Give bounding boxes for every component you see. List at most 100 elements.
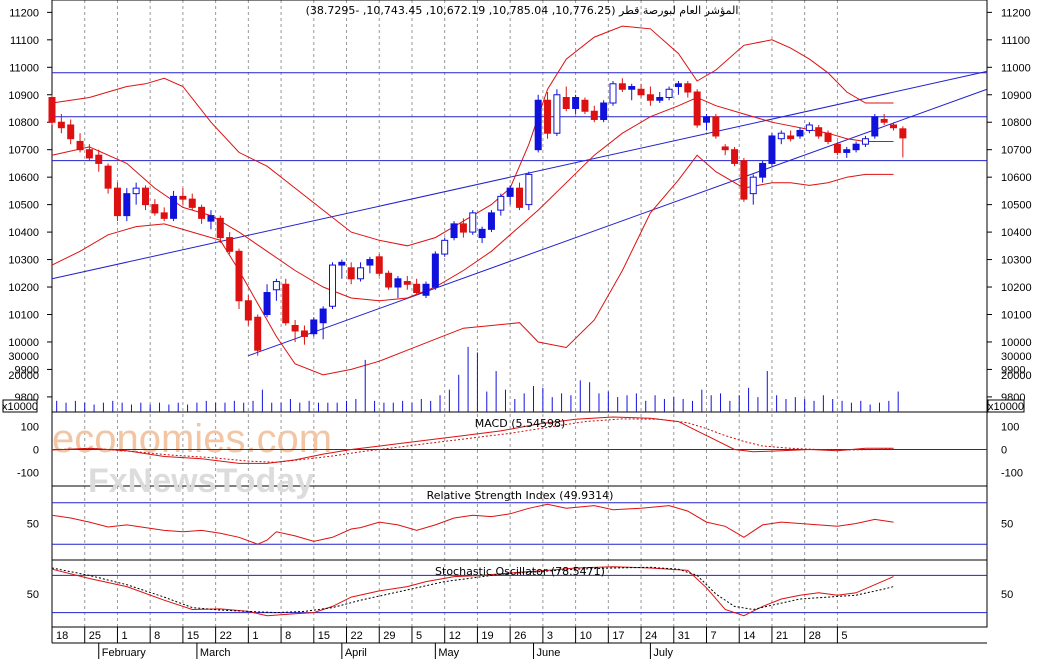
y-tick-left-10100: 10100 (8, 309, 39, 321)
x-month-label-3: May (438, 647, 459, 659)
candle-body-29 (319, 308, 327, 324)
candle-body-52 (534, 99, 542, 151)
candle-body-34 (366, 259, 374, 266)
y-tick-right-10200: 10200 (1001, 282, 1032, 294)
rsi-tick-right-50: 50 (1001, 519, 1013, 531)
vol-unit-box-right (987, 399, 1025, 413)
candle-body-44 (459, 223, 467, 233)
y-tick-right-9900: 9900 (1001, 364, 1025, 376)
vol-unit-right: x10000 (988, 401, 1024, 413)
y-tick-left-10700: 10700 (8, 145, 39, 157)
x-day-label-2: 1 (121, 630, 127, 642)
y-tick-right-11000: 11000 (1001, 62, 1031, 74)
candle-body-31 (338, 261, 346, 266)
macd-tick-left--100: -100 (17, 468, 39, 480)
rsi-series-0 (51, 503, 894, 545)
panel-frame-3 (51, 559, 988, 628)
watermark: economies.com FxNewsToday (52, 417, 332, 500)
candle-body-38 (403, 281, 411, 285)
y-tick-left-10300: 10300 (8, 255, 39, 267)
x-day-label-5: 22 (220, 630, 232, 642)
x-month-label-0: February (102, 647, 147, 659)
rsi-title: Relative Strength Index (49.9314) (427, 489, 614, 502)
candle-body-83 (824, 132, 832, 142)
x-day-label-12: 12 (449, 630, 461, 642)
bollinger-middle (51, 96, 894, 302)
x-day-label-24: 5 (841, 630, 847, 642)
x-day-label-20: 7 (711, 630, 717, 642)
candle-body-13 (170, 195, 178, 219)
rsi-panel: 50 50 (27, 502, 1013, 545)
candle-body-89 (880, 118, 888, 123)
candle-body-9 (132, 187, 140, 195)
candle-body-91 (899, 128, 907, 139)
candle-body-58 (590, 110, 598, 120)
sto-series-0 (51, 566, 894, 617)
candle-body-51 (525, 173, 533, 206)
x-day-label-18: 24 (645, 630, 657, 642)
x-day-label-13: 19 (481, 630, 493, 642)
candle-body-11 (151, 204, 159, 214)
candle-body-53 (544, 99, 552, 134)
vol-tick-left-30000: 30000 (8, 351, 39, 363)
candle-body-70 (703, 116, 710, 123)
candle-body-88 (871, 116, 879, 137)
candle-body-81 (805, 124, 813, 131)
bollinger-lower (51, 154, 894, 376)
y-tick-left-11200: 11200 (9, 7, 39, 19)
x-axis: 18 25 1 8 15 22 1 8 15 22 29 5 12 19 26 3 10 17 24 31 7 14 21 2… (51, 627, 987, 659)
candle-body-35 (375, 256, 383, 274)
sto-tick-left-50: 50 (27, 589, 39, 601)
y-tick-right-10800: 10800 (1001, 117, 1032, 129)
y-tick-left-10200: 10200 (8, 282, 39, 294)
x-day-label-8: 15 (318, 630, 330, 642)
y-tick-right-10900: 10900 (1001, 90, 1032, 102)
candle-body-87 (861, 138, 869, 145)
y-tick-right-10100: 10100 (1001, 309, 1032, 321)
candle-body-22 (254, 316, 262, 351)
watermark-fxnewstoday: FxNewsToday (88, 462, 314, 500)
candle-body-6 (104, 165, 112, 189)
y-tick-right-10500: 10500 (1001, 200, 1032, 212)
candle-body-10 (142, 187, 149, 206)
candle-body-18 (216, 217, 224, 239)
vol-unit-left: x10000 (2, 401, 38, 413)
panel-frames (51, 0, 988, 628)
y-tick-left-10900: 10900 (8, 90, 39, 102)
grid (84, 0, 838, 627)
x-day-label-1: 25 (89, 630, 101, 642)
candle-body-3 (76, 140, 84, 151)
candle-body-40 (422, 283, 430, 296)
candle-body-71 (712, 116, 720, 137)
x-month-label-1: March (200, 647, 231, 659)
x-day-label-21: 14 (743, 630, 755, 642)
candle-body-55 (562, 97, 570, 109)
y-tick-right-10600: 10600 (1001, 172, 1032, 184)
volume-panel: 20000 20000 30000 30000 x10000 x10000 (2, 346, 1032, 413)
candle-body-76 (759, 162, 767, 178)
x-day-label-6: 1 (252, 630, 258, 642)
rsi-tick-left-50: 50 (27, 519, 39, 531)
candle-body-45 (469, 212, 477, 233)
macd-tick-right-0: 0 (1001, 445, 1007, 457)
candle-body-33 (357, 267, 365, 280)
candle-body-59 (600, 102, 608, 120)
macd-tick-left-100: 100 (21, 421, 39, 433)
candle-body-75 (749, 176, 757, 195)
macd-series-0 (51, 416, 894, 464)
candle-body-19 (226, 237, 234, 252)
candle-body-54 (553, 94, 561, 134)
macd-tick-left-0: 0 (33, 445, 39, 457)
candle-body-48 (497, 195, 505, 211)
candle-body-85 (843, 149, 851, 153)
y-tick-left-11100: 11100 (10, 35, 39, 47)
x-day-label-15: 3 (547, 630, 553, 642)
watermark-economies: economies.com (52, 417, 332, 461)
x-day-label-9: 22 (351, 630, 363, 642)
candle-body-16 (198, 206, 206, 219)
candle-body-7 (113, 187, 121, 217)
candle-body-62 (628, 86, 636, 90)
candle-body-0 (48, 97, 56, 123)
candle-body-27 (300, 330, 308, 337)
